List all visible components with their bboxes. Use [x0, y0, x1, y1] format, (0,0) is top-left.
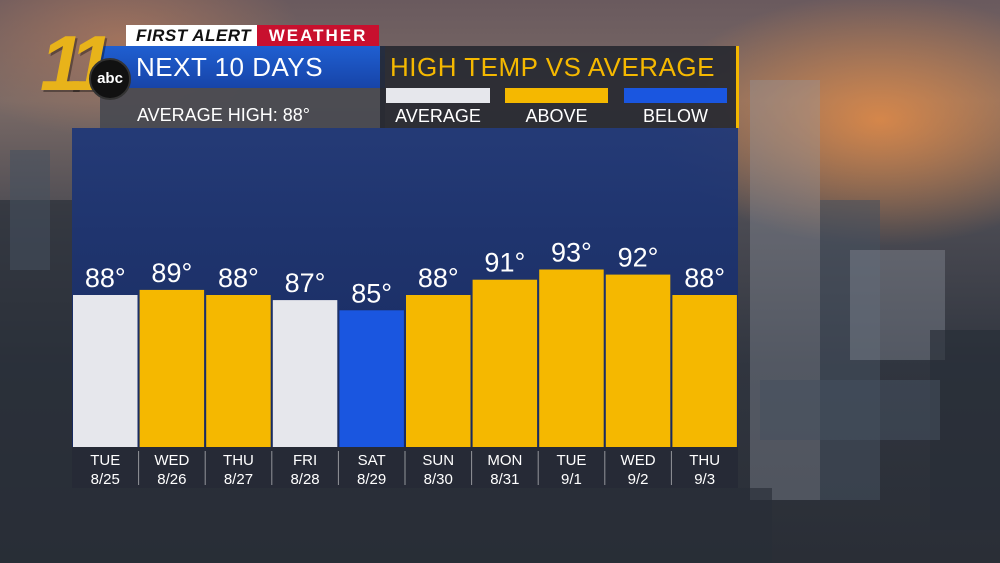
- average-high-label: AVERAGE HIGH: 88°: [137, 105, 310, 125]
- legend-swatch-above: [505, 88, 608, 103]
- weather-label: WEATHER: [257, 25, 379, 46]
- x-tick-date: 8/25: [91, 471, 120, 488]
- x-tick-date: 8/29: [357, 471, 386, 488]
- page-title: NEXT 10 DAYS: [136, 52, 324, 82]
- x-tick-day: WED: [621, 452, 656, 469]
- bar-value-label: 88°: [218, 263, 259, 293]
- x-tick-day: FRI: [293, 452, 317, 469]
- bar-value-label: 89°: [151, 258, 192, 288]
- legend-swatch-average: [386, 88, 490, 103]
- x-tick-date: 8/26: [157, 471, 186, 488]
- bar-value-label: 93°: [551, 238, 592, 268]
- bar-5: [339, 310, 404, 447]
- x-tick-day: SUN: [422, 452, 454, 469]
- x-tick-day: MON: [487, 452, 522, 469]
- x-tick-day: THU: [223, 452, 254, 469]
- legend-panel: [380, 46, 739, 128]
- x-tick-day: TUE: [90, 452, 120, 469]
- x-tick-day: SAT: [358, 452, 386, 469]
- bar-4: [272, 300, 338, 447]
- bar-2: [139, 289, 205, 447]
- abc-logo: abc: [89, 58, 131, 100]
- x-tick-date: 9/1: [561, 471, 582, 488]
- legend-label-above: ABOVE: [525, 106, 588, 126]
- x-tick-day: THU: [689, 452, 720, 469]
- x-tick-day: TUE: [556, 452, 586, 469]
- bar-1: [73, 295, 138, 447]
- bar-value-label: 92°: [618, 243, 659, 273]
- bar-chart: 88° TUE 8/25 89° WED 8/26 88° THU 8/27 87° FRI 8/28…: [72, 238, 738, 488]
- legend-label-below: BELOW: [642, 106, 708, 126]
- x-tick-date: 8/30: [424, 471, 453, 488]
- x-tick-date: 8/28: [290, 471, 319, 488]
- first-alert-label: FIRST ALERT: [126, 25, 258, 46]
- average-bar: [100, 88, 385, 128]
- legend-label-average: AVERAGE: [395, 106, 481, 126]
- bar-3: [206, 295, 271, 447]
- x-tick-date: 9/3: [694, 471, 715, 488]
- bar-7: [472, 279, 538, 447]
- first-alert-weather-banner: FIRST ALERT WEATHER: [126, 25, 379, 46]
- bar-6: [406, 295, 471, 447]
- bar-value-label: 87°: [285, 268, 326, 298]
- bar-value-label: 88°: [684, 263, 725, 293]
- x-tick-date: 9/2: [628, 471, 649, 488]
- bar-value-label: 91°: [484, 248, 525, 278]
- bar-value-label: 88°: [85, 263, 126, 293]
- x-tick-date: 8/27: [224, 471, 253, 488]
- bar-10: [672, 295, 737, 447]
- legend-title: HIGH TEMP VS AVERAGE: [390, 52, 715, 82]
- bar-value-label: 85°: [351, 278, 392, 308]
- bar-9: [605, 274, 671, 447]
- bar-8: [539, 269, 604, 447]
- legend-swatch-below: [624, 88, 727, 103]
- title-bar: [100, 46, 385, 88]
- x-tick-day: WED: [154, 452, 189, 469]
- bar-value-label: 88°: [418, 263, 459, 293]
- x-tick-date: 8/31: [490, 471, 519, 488]
